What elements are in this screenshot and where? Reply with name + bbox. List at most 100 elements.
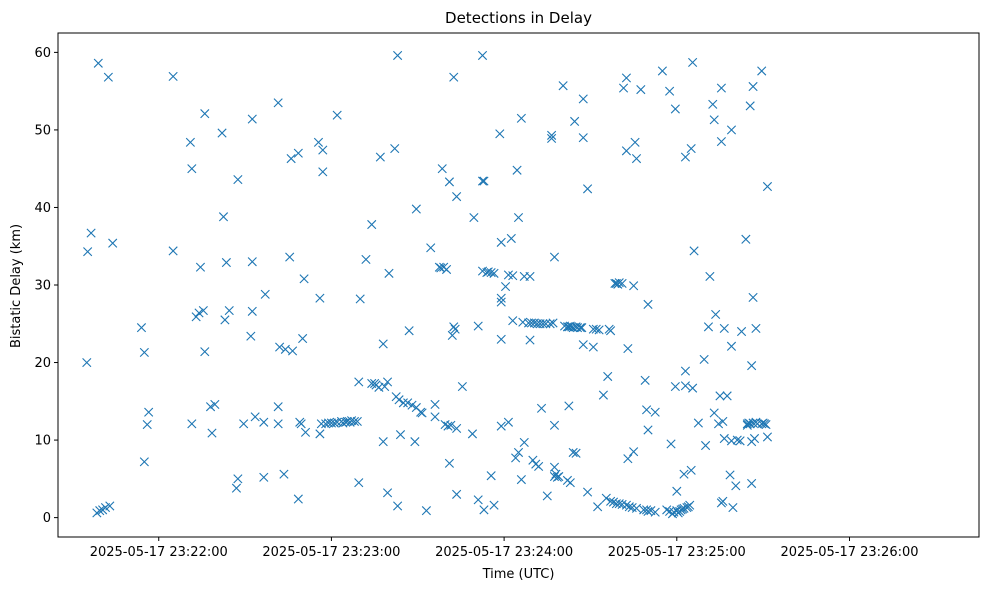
data-point (417, 408, 427, 418)
data-point (139, 347, 149, 358)
data-point (300, 427, 311, 437)
data-point (577, 323, 587, 333)
data-point (477, 176, 488, 186)
data-point (195, 262, 206, 272)
data-point (349, 416, 360, 427)
x-tick-label: 2025-05-17 23:26:00 (780, 545, 918, 560)
data-point (748, 292, 758, 302)
data-point (421, 506, 431, 516)
x-tick-label: 2025-05-17 23:25:00 (608, 545, 746, 560)
data-point (293, 494, 303, 504)
y-tick-label: 60 (34, 46, 51, 61)
data-point (558, 81, 568, 91)
data-point (726, 341, 737, 351)
data-point (700, 440, 711, 451)
data-point (168, 246, 178, 256)
data-point (361, 254, 371, 265)
data-point (545, 319, 555, 329)
y-tick-label: 0 (43, 511, 51, 526)
data-point (525, 271, 535, 282)
data-point (286, 154, 296, 164)
data-point (547, 130, 557, 140)
data-point (441, 264, 452, 275)
data-point (726, 125, 737, 135)
data-point (598, 390, 608, 400)
data-point (643, 425, 653, 435)
x-tick-label: 2025-05-17 23:23:00 (262, 545, 400, 560)
data-point (200, 109, 210, 119)
data-point (316, 419, 326, 429)
data-point (568, 323, 578, 333)
data-point (390, 143, 400, 154)
data-point (496, 293, 506, 303)
data-point (393, 50, 403, 61)
data-point (722, 391, 732, 401)
data-point (318, 167, 328, 177)
data-point (512, 165, 522, 175)
data-point (578, 133, 588, 143)
data-point (393, 501, 403, 511)
data-point (685, 500, 695, 510)
data-point (479, 505, 489, 515)
data-point (430, 399, 440, 409)
data-point (489, 500, 499, 510)
data-point (728, 502, 738, 513)
data-point (436, 263, 446, 273)
data-point (623, 454, 633, 464)
data-point (571, 448, 581, 458)
data-point (489, 268, 499, 278)
data-point (643, 299, 653, 309)
data-point (449, 72, 459, 82)
data-point (246, 331, 256, 341)
data-point (299, 274, 309, 284)
data-point (273, 402, 283, 412)
data-point (718, 496, 728, 506)
data-point (525, 335, 535, 345)
data-point (582, 487, 593, 497)
data-point (643, 506, 653, 517)
data-point (757, 66, 767, 76)
data-point (624, 502, 634, 512)
data-point (477, 50, 488, 61)
data-point (273, 419, 283, 429)
data-point (686, 143, 696, 154)
data-point (705, 271, 715, 282)
data-point (443, 421, 453, 431)
y-tick-label: 40 (34, 201, 51, 216)
data-point (711, 309, 721, 320)
data-point (506, 233, 516, 244)
data-point (452, 489, 462, 499)
data-point (486, 268, 496, 278)
data-point (275, 342, 285, 352)
data-point (239, 419, 249, 429)
data-point (247, 306, 257, 316)
data-point (479, 176, 489, 186)
data-point (83, 247, 93, 257)
data-point (593, 502, 603, 512)
data-point (315, 429, 325, 439)
data-point (703, 322, 714, 332)
data-point (747, 361, 757, 371)
data-point (273, 98, 283, 108)
data-point (144, 407, 154, 417)
data-point (486, 471, 496, 481)
data-point (452, 192, 462, 202)
data-point (688, 57, 698, 68)
x-axis-label: Time (UTC) (482, 567, 555, 582)
data-point (603, 371, 613, 382)
data-point (467, 429, 478, 439)
data-point (449, 322, 459, 332)
data-point (621, 500, 632, 510)
data-point (250, 412, 260, 422)
data-point (185, 137, 195, 147)
data-point (513, 447, 524, 458)
data-point (606, 496, 616, 506)
data-point (608, 497, 619, 507)
data-point (680, 381, 691, 391)
data-point (732, 435, 742, 445)
data-point (221, 257, 231, 268)
data-point (570, 116, 580, 126)
y-tick-label: 10 (34, 434, 51, 449)
data-point (725, 470, 735, 480)
